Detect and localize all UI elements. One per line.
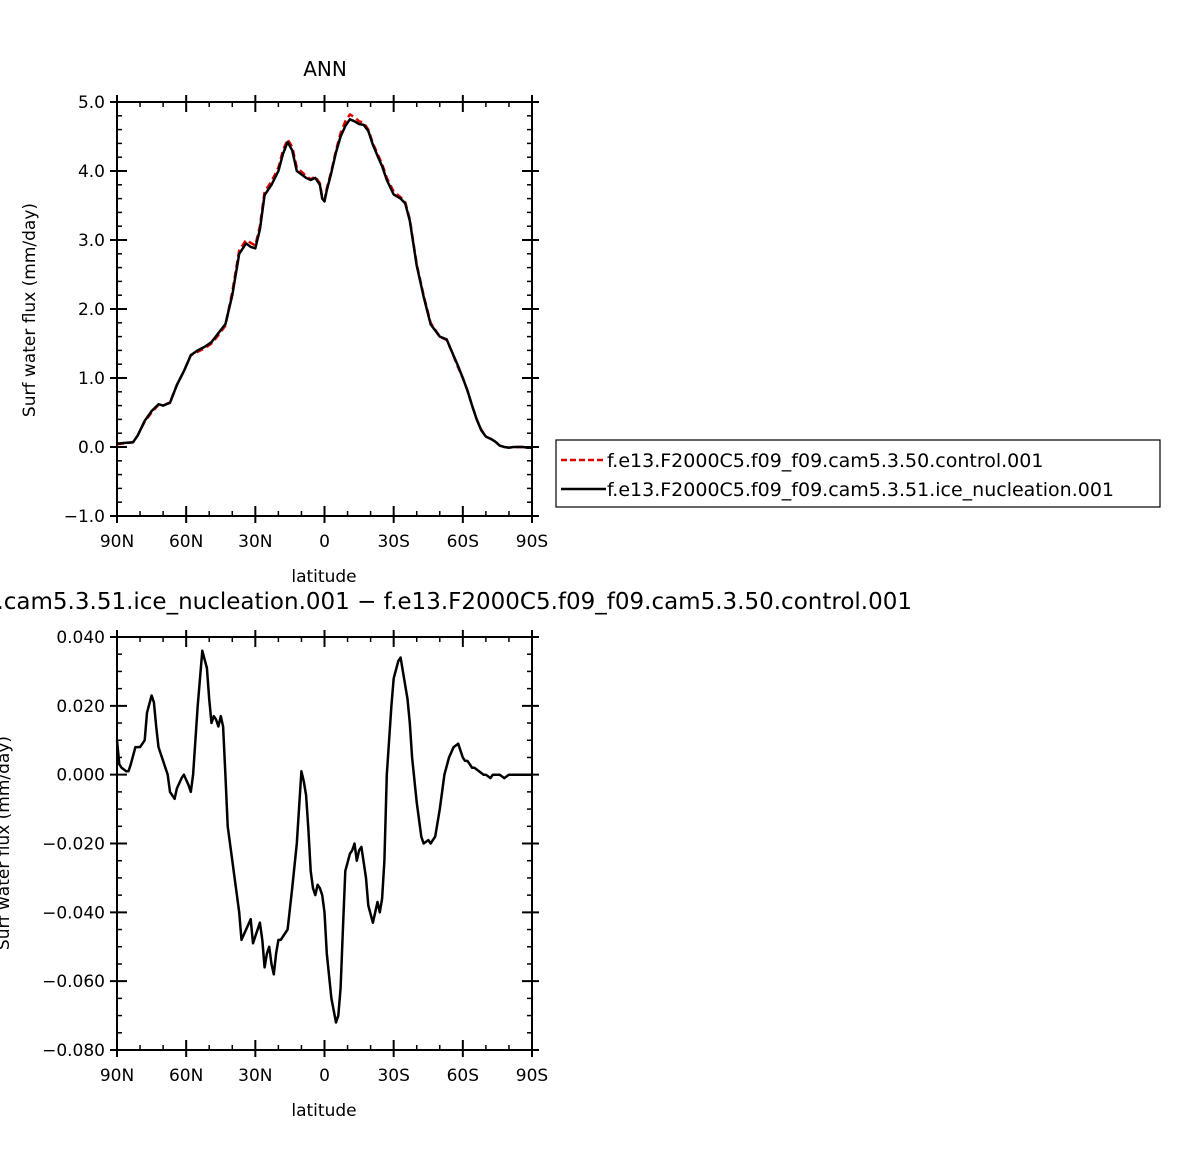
legend-box (555, 439, 1161, 508)
top-y-tick-label: 4.0 (78, 162, 105, 182)
top-series-line-1 (116, 118, 532, 449)
legend-label-control: f.e13.F2000C5.f09_f09.cam5.3.50.control.… (607, 450, 1043, 472)
bottom-x-tick-label: 0 (319, 1066, 330, 1086)
top-x-tick-label: 30S (377, 532, 409, 552)
top-x-axis-label: latitude (291, 567, 356, 587)
top-y-axis-label: Surf water flux (mm/day) (20, 203, 40, 417)
top-x-tick-label: 0 (319, 532, 330, 552)
bottom-y-tick-label: −0.060 (42, 972, 105, 992)
top-y-tick-label: 0.0 (78, 438, 105, 458)
legend: f.e13.F2000C5.f09_f09.cam5.3.50.control.… (555, 439, 1161, 508)
bottom-x-tick-label: 30N (238, 1066, 272, 1086)
top-y-tick-label: 2.0 (78, 300, 105, 320)
top-x-tick-label: 30N (238, 532, 272, 552)
bottom-plot-frame (116, 636, 533, 1051)
top-panel: ANN latitude Surf water flux (mm/day) 90… (20, 57, 548, 587)
bottom-y-tick-label: 0.040 (56, 628, 105, 648)
bottom-x-tick-label: 60S (447, 1066, 479, 1086)
top-x-tick-label: 90N (100, 532, 134, 552)
bottom-x-tick-label: 60N (169, 1066, 203, 1086)
top-x-tick-label: 60N (169, 532, 203, 552)
bottom-chart-title: f.e13.F2000C5.f09_f09.cam5.3.51.ice_nucl… (0, 589, 912, 615)
bottom-y-tick-label: 0.020 (56, 697, 105, 717)
bottom-x-tick-label: 30S (377, 1066, 409, 1086)
bottom-y-axis-label: Surf water flux (mm/day) (0, 736, 14, 950)
top-chart-title: ANN (303, 57, 347, 81)
bottom-x-axis-label: latitude (291, 1101, 356, 1121)
bottom-y-tick-label: −0.020 (42, 835, 105, 855)
top-y-tick-label: 3.0 (78, 231, 105, 251)
top-y-tick-label: 1.0 (78, 369, 105, 389)
bottom-x-tick-label: 90S (516, 1066, 548, 1086)
top-x-tick-label: 60S (447, 532, 479, 552)
bottom-x-tick-label: 90N (100, 1066, 134, 1086)
bottom-y-tick-label: −0.040 (42, 903, 105, 923)
bottom-series-line-0 (115, 649, 532, 1024)
bottom-y-tick-label: −0.080 (42, 1041, 105, 1061)
bottom-panel: f.e13.F2000C5.f09_f09.cam5.3.51.ice_nucl… (0, 589, 912, 1121)
bottom-y-tick-label: 0.000 (56, 766, 105, 786)
top-y-tick-label: −1.0 (64, 507, 105, 527)
legend-label-ice-nucleation: f.e13.F2000C5.f09_f09.cam5.3.51.ice_nucl… (607, 479, 1114, 501)
top-x-tick-label: 90S (516, 532, 548, 552)
top-plot-frame (116, 101, 533, 517)
top-y-tick-label: 5.0 (78, 93, 105, 113)
